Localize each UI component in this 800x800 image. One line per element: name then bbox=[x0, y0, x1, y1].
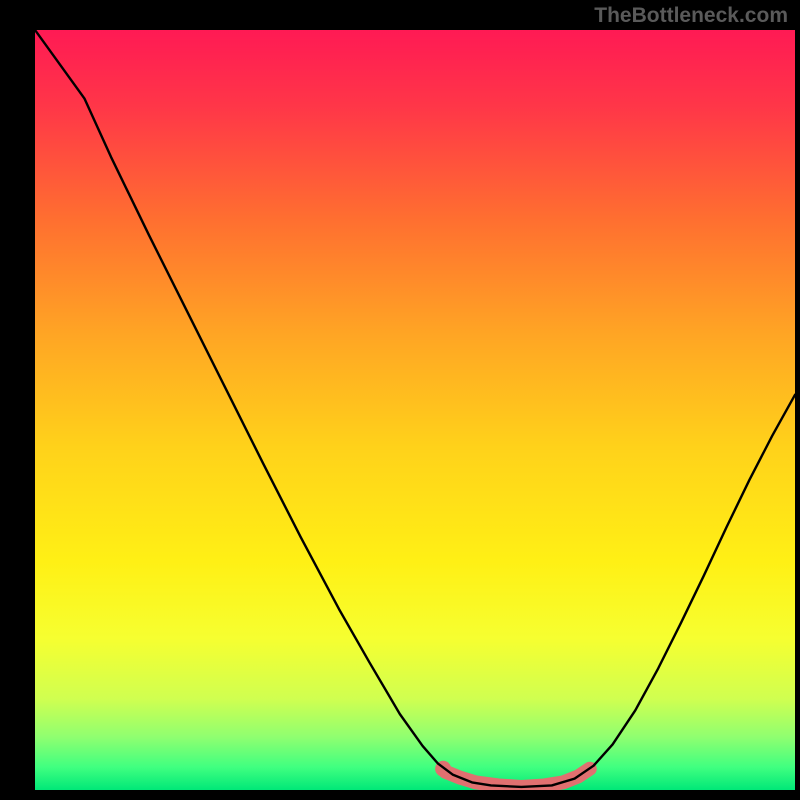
watermark-label: TheBottleneck.com bbox=[594, 4, 788, 28]
bottleneck-curve bbox=[35, 30, 795, 787]
chart-container: TheBottleneck.com bbox=[0, 0, 800, 800]
highlight-segment bbox=[445, 769, 589, 787]
plot-area bbox=[35, 30, 795, 790]
curve-layer bbox=[35, 30, 795, 790]
